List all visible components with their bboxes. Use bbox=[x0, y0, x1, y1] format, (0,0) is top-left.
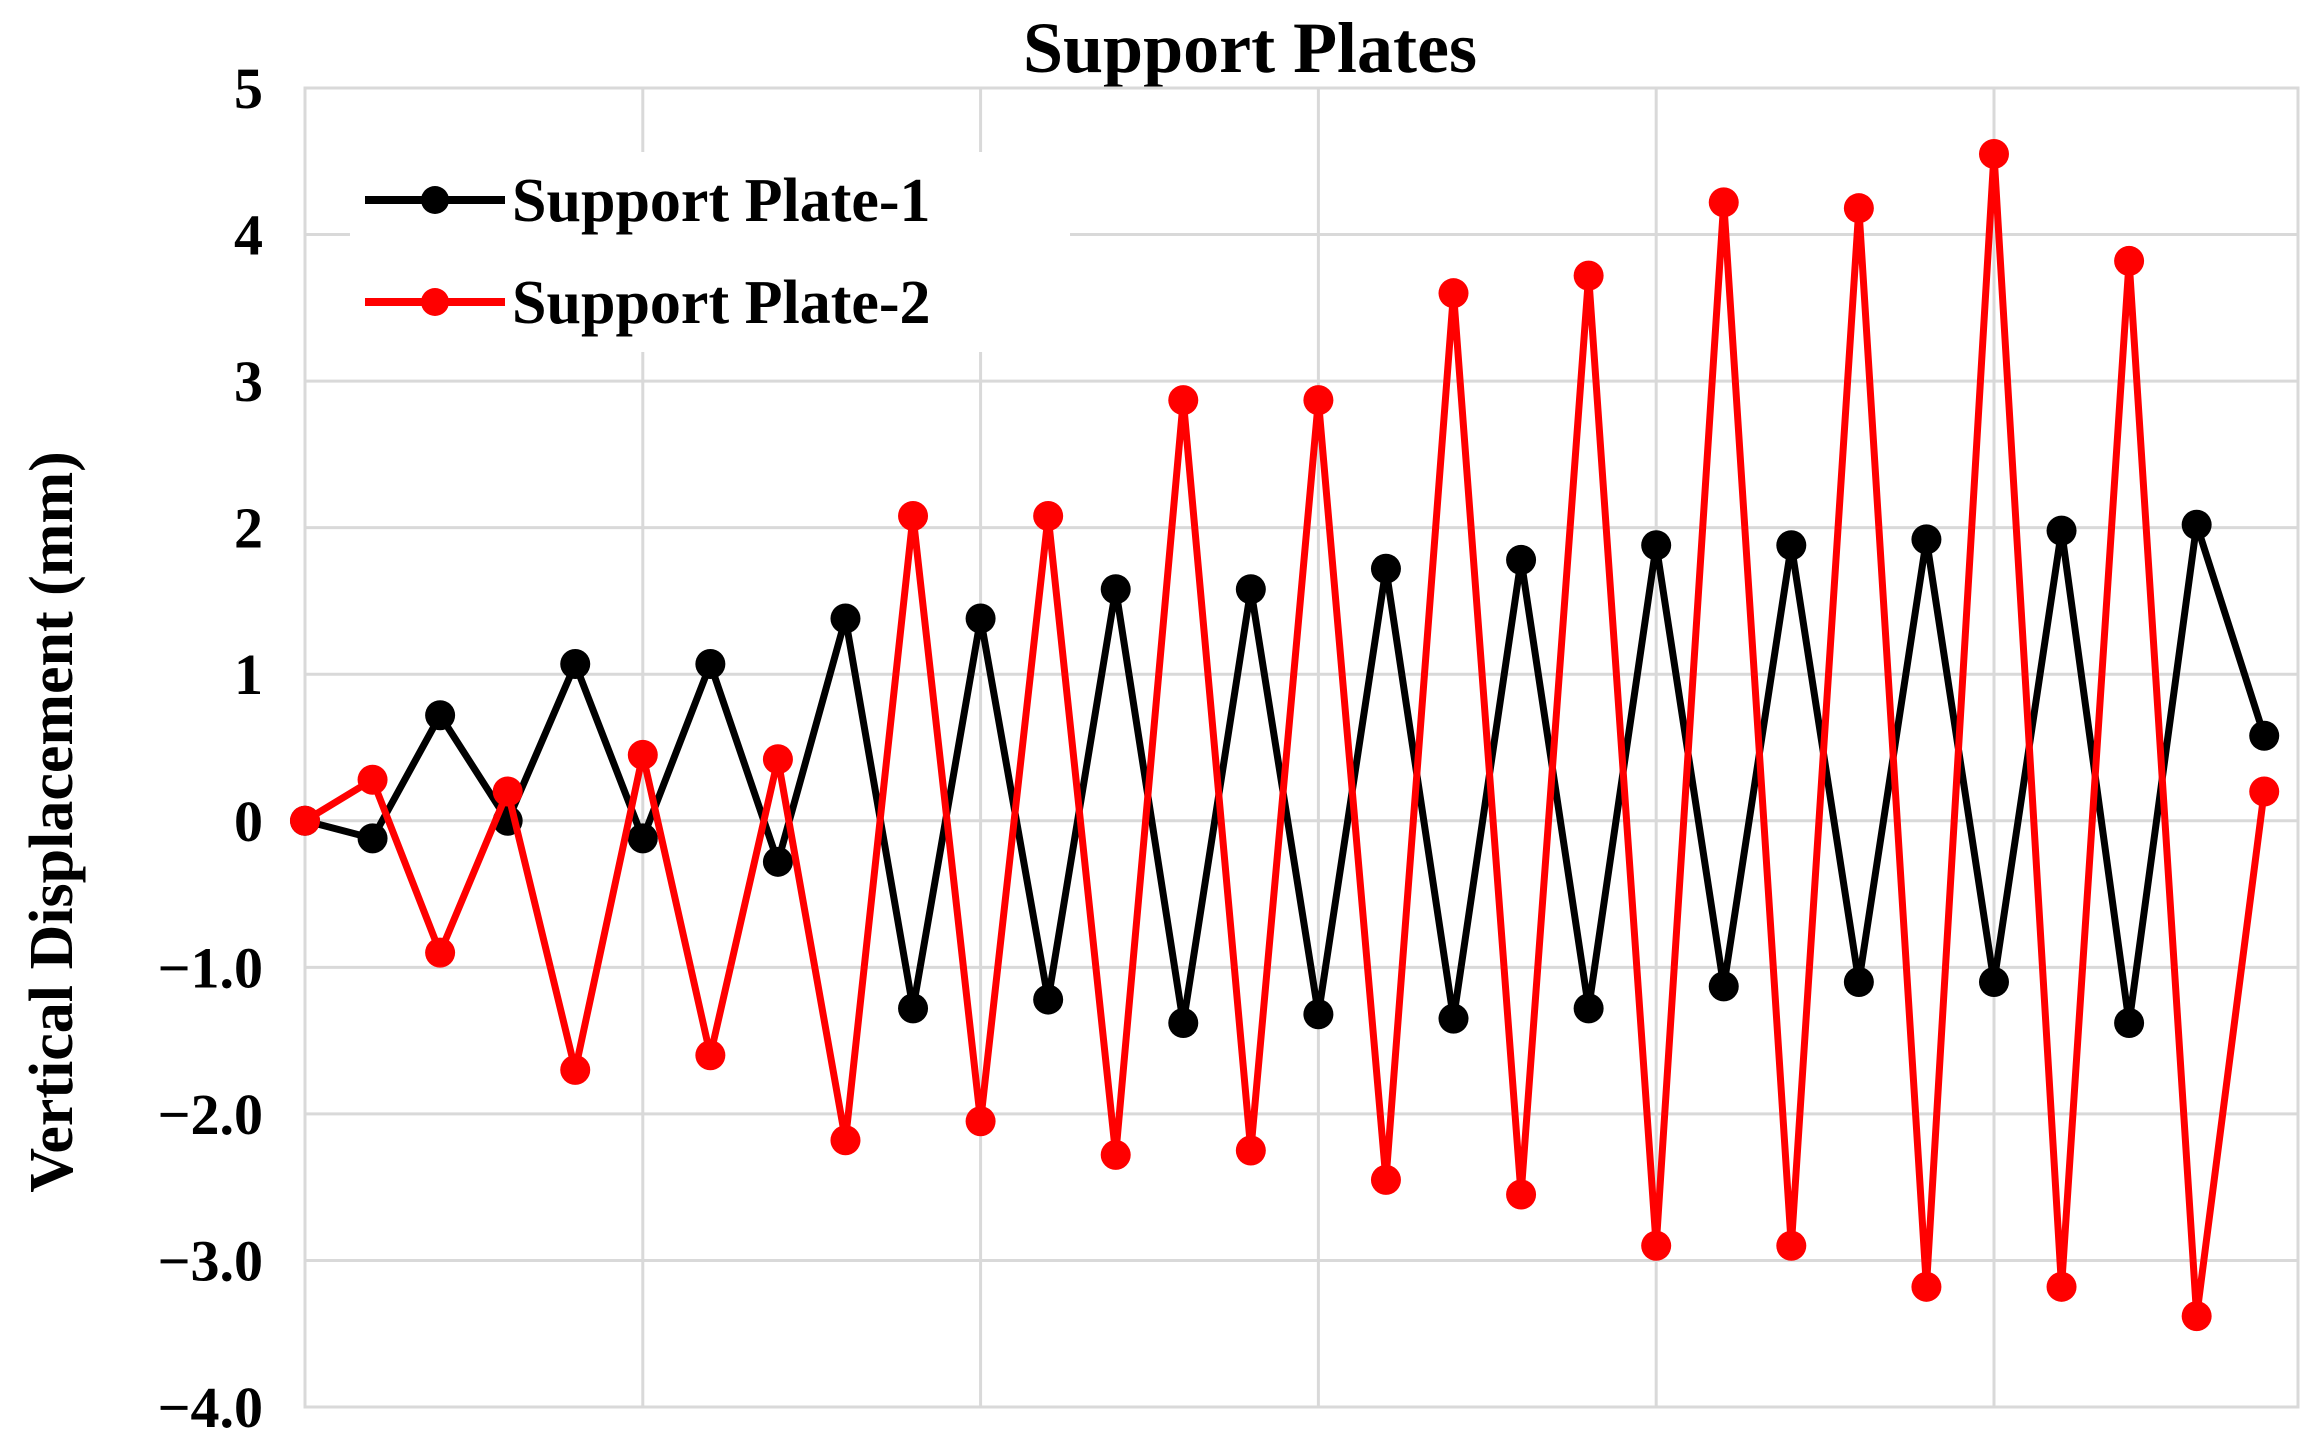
data-point-support-plate-1 bbox=[1708, 971, 1739, 1002]
data-point-support-plate-1 bbox=[1573, 993, 1604, 1024]
data-point-support-plate-2 bbox=[2181, 1301, 2212, 1332]
data-point-support-plate-2 bbox=[1370, 1164, 1401, 1195]
legend-background bbox=[350, 152, 1070, 352]
data-point-support-plate-1 bbox=[1641, 530, 1672, 561]
data-point-support-plate-2 bbox=[1100, 1139, 1131, 1170]
plot-frame bbox=[303, 86, 2300, 1409]
y-tick-label: −3.0 bbox=[157, 1228, 263, 1293]
data-point-support-plate-2 bbox=[560, 1054, 591, 1085]
data-point-support-plate-2 bbox=[357, 764, 388, 795]
y-tick-label: 1 bbox=[234, 642, 263, 707]
data-point-support-plate-2 bbox=[1235, 1135, 1266, 1166]
data-point-support-plate-2 bbox=[2114, 245, 2145, 276]
series-support-plate-2 bbox=[290, 138, 2280, 1332]
data-point-support-plate-1 bbox=[830, 603, 861, 634]
data-point-support-plate-2 bbox=[425, 937, 456, 968]
data-point-support-plate-2 bbox=[1573, 260, 1604, 291]
data-point-support-plate-1 bbox=[1033, 984, 1064, 1015]
data-point-support-plate-2 bbox=[1438, 278, 1469, 309]
data-point-support-plate-2 bbox=[1303, 385, 1334, 416]
y-tick-label: −4.0 bbox=[157, 1375, 263, 1440]
data-point-support-plate-1 bbox=[357, 823, 388, 854]
data-point-support-plate-1 bbox=[1978, 966, 2009, 997]
y-tick-label: −2.0 bbox=[157, 1082, 263, 1147]
data-point-support-plate-1 bbox=[1303, 999, 1334, 1030]
y-tick-label: 2 bbox=[234, 496, 263, 561]
data-point-support-plate-1 bbox=[762, 846, 793, 877]
data-point-support-plate-2 bbox=[1911, 1271, 1942, 1302]
data-point-support-plate-1 bbox=[1776, 530, 1807, 561]
data-point-support-plate-1 bbox=[1843, 966, 1874, 997]
data-point-support-plate-1 bbox=[965, 603, 996, 634]
y-tick-label: 0 bbox=[234, 789, 263, 854]
legend-label-support-plate-1: Support Plate-1 bbox=[512, 167, 931, 235]
y-tick-label: 3 bbox=[234, 349, 263, 414]
data-point-support-plate-2 bbox=[1843, 193, 1874, 224]
data-point-support-plate-1 bbox=[1911, 524, 1942, 555]
data-point-support-plate-2 bbox=[2249, 776, 2280, 807]
y-axis-label: Vertical Displacement (mm) bbox=[18, 451, 86, 1193]
data-point-support-plate-1 bbox=[2249, 720, 2280, 751]
data-point-support-plate-1 bbox=[1370, 553, 1401, 584]
legend-marker-support-plate-2 bbox=[421, 288, 449, 316]
y-tick-label: 5 bbox=[234, 56, 263, 121]
data-point-support-plate-2 bbox=[2046, 1271, 2077, 1302]
data-point-support-plate-1 bbox=[2181, 509, 2212, 540]
chart-title: Support Plates bbox=[1023, 8, 1477, 88]
data-point-support-plate-2 bbox=[830, 1125, 861, 1156]
legend-item-support-plate-2: Support Plate-2 bbox=[365, 269, 931, 337]
data-point-support-plate-2 bbox=[695, 1040, 726, 1071]
data-point-support-plate-2 bbox=[1708, 187, 1739, 218]
data-point-support-plate-2 bbox=[1033, 500, 1064, 531]
data-point-support-plate-2 bbox=[762, 744, 793, 775]
legend-item-support-plate-1: Support Plate-1 bbox=[365, 167, 931, 235]
data-point-support-plate-1 bbox=[1506, 544, 1537, 575]
data-point-support-plate-1 bbox=[1168, 1008, 1199, 1039]
legend-label-support-plate-2: Support Plate-2 bbox=[512, 269, 931, 337]
data-point-support-plate-2 bbox=[492, 776, 523, 807]
y-tick-label: −1.0 bbox=[157, 935, 263, 1000]
data-point-support-plate-2 bbox=[1506, 1179, 1537, 1210]
data-point-support-plate-2 bbox=[965, 1106, 996, 1137]
data-point-support-plate-1 bbox=[1100, 574, 1131, 605]
data-point-support-plate-2 bbox=[1776, 1230, 1807, 1261]
data-point-support-plate-2 bbox=[1168, 385, 1199, 416]
data-point-support-plate-1 bbox=[2114, 1008, 2145, 1039]
data-point-support-plate-2 bbox=[1978, 138, 2009, 169]
y-tick-label: 4 bbox=[234, 203, 263, 268]
series-line-support-plate-2 bbox=[303, 150, 2268, 1320]
data-point-support-plate-1 bbox=[560, 648, 591, 679]
data-point-support-plate-1 bbox=[2046, 515, 2077, 546]
data-point-support-plate-2 bbox=[290, 805, 320, 836]
data-point-support-plate-1 bbox=[627, 823, 658, 854]
data-point-support-plate-2 bbox=[627, 739, 658, 770]
legend: Support Plate-1 Support Plate-2 bbox=[350, 152, 1070, 352]
data-point-support-plate-2 bbox=[1641, 1230, 1672, 1261]
y-axis-ticks: 5 4 3 2 1 0 −1.0 −2.0 −3.0 −4.0 bbox=[157, 56, 263, 1440]
data-point-support-plate-2 bbox=[898, 500, 929, 531]
data-point-support-plate-1 bbox=[898, 993, 929, 1024]
data-point-support-plate-1 bbox=[695, 648, 726, 679]
legend-marker-support-plate-1 bbox=[421, 186, 449, 214]
data-point-support-plate-1 bbox=[425, 700, 456, 731]
series-layer bbox=[290, 138, 2280, 1332]
data-point-support-plate-1 bbox=[1235, 574, 1266, 605]
data-point-support-plate-1 bbox=[1438, 1003, 1469, 1034]
